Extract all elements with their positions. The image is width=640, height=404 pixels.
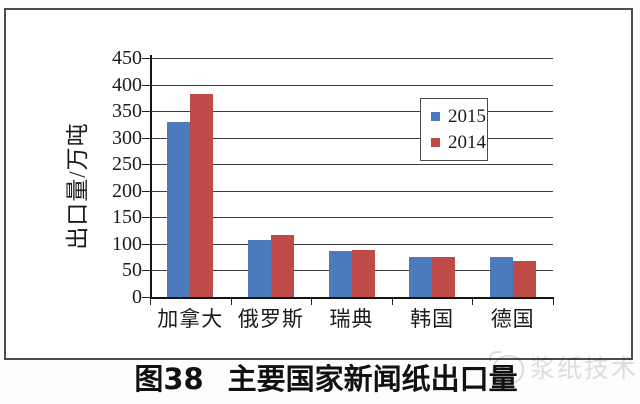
gridline-250 [151, 164, 553, 166]
y-tick-400 [142, 84, 152, 86]
gridline-400 [151, 84, 553, 86]
y-tick-label-0: 0 [132, 286, 142, 308]
bar-2015-瑞典 [328, 251, 352, 297]
bar-2014-韩国 [432, 257, 456, 297]
figure-title: 主要国家新闻纸出口量 [227, 362, 518, 396]
legend-label-2014: 2014 [448, 132, 486, 153]
x-category-label-3: 韩国 [410, 307, 455, 331]
x-category-label-2: 瑞典 [329, 307, 374, 331]
x-boundary-tick-5 [553, 299, 554, 305]
y-tick-450 [142, 58, 152, 59]
watermark-text: 浆纸技术 [530, 356, 639, 383]
legend: 2015 2014 [420, 98, 488, 161]
gridline-100 [151, 243, 553, 245]
legend-swatch-2014 [431, 138, 440, 147]
x-boundary-tick-4 [472, 299, 474, 305]
y-tick-label-350: 350 [112, 100, 142, 123]
y-tick-label-250: 250 [112, 153, 142, 176]
gridline-150 [151, 217, 553, 219]
figure-number: 图38 [134, 362, 204, 396]
y-tick-300 [142, 137, 152, 139]
x-boundary-tick-0 [150, 299, 151, 305]
legend-item-2015: 2015 [421, 107, 487, 126]
y-tick-350 [142, 111, 152, 113]
figure-caption: 图38 主要国家新闻纸出口量 [6, 362, 640, 396]
bar-2014-德国 [512, 260, 536, 297]
y-tick-100 [142, 243, 152, 245]
gridline-300 [151, 137, 553, 139]
y-tick-label-150: 150 [112, 206, 142, 229]
y-tick-150 [142, 217, 152, 219]
legend-item-2014: 2014 [421, 133, 487, 152]
x-category-label-4: 德国 [490, 307, 535, 331]
gridline-200 [151, 190, 553, 192]
bar-2015-加拿大 [167, 121, 191, 297]
y-tick-250 [142, 164, 152, 166]
bar-2015-德国 [489, 256, 513, 297]
bar-2014-加拿大 [190, 94, 214, 297]
gridline-450 [151, 58, 553, 59]
gridline-350 [151, 111, 553, 113]
y-tick-label-50: 50 [122, 259, 142, 282]
bar-2014-俄罗斯 [270, 235, 294, 297]
y-tick-label-400: 400 [112, 73, 142, 96]
x-category-label-0: 加拿大 [157, 307, 224, 331]
y-tick-label-100: 100 [112, 232, 142, 255]
y-tick-label-300: 300 [112, 126, 142, 149]
x-boundary-tick-2 [311, 299, 313, 305]
chart-frame: 出口量/万吨 450 400 350 300 250 200 150 100 50 0 加拿大 俄罗斯… [4, 8, 633, 360]
watermark: 浆纸技术 [489, 351, 639, 385]
legend-swatch-2015 [431, 112, 440, 121]
x-boundary-tick-1 [230, 299, 232, 305]
legend-label-2015: 2015 [448, 106, 486, 127]
y-tick-label-200: 200 [112, 179, 142, 202]
bar-2014-瑞典 [351, 249, 375, 297]
y-tick-50 [142, 270, 152, 272]
y-axis [150, 55, 152, 299]
bar-2015-韩国 [409, 257, 433, 297]
y-tick-label-450: 450 [112, 47, 142, 69]
x-boundary-tick-3 [391, 299, 393, 305]
x-category-label-1: 俄罗斯 [237, 307, 304, 331]
x-axis [150, 297, 554, 299]
y-tick-0 [142, 297, 152, 298]
mascot-face-logo-icon [489, 351, 524, 385]
y-tick-200 [142, 190, 152, 192]
y-axis-title: 出口量/万吨 [65, 122, 90, 250]
bar-2015-俄罗斯 [247, 239, 271, 297]
